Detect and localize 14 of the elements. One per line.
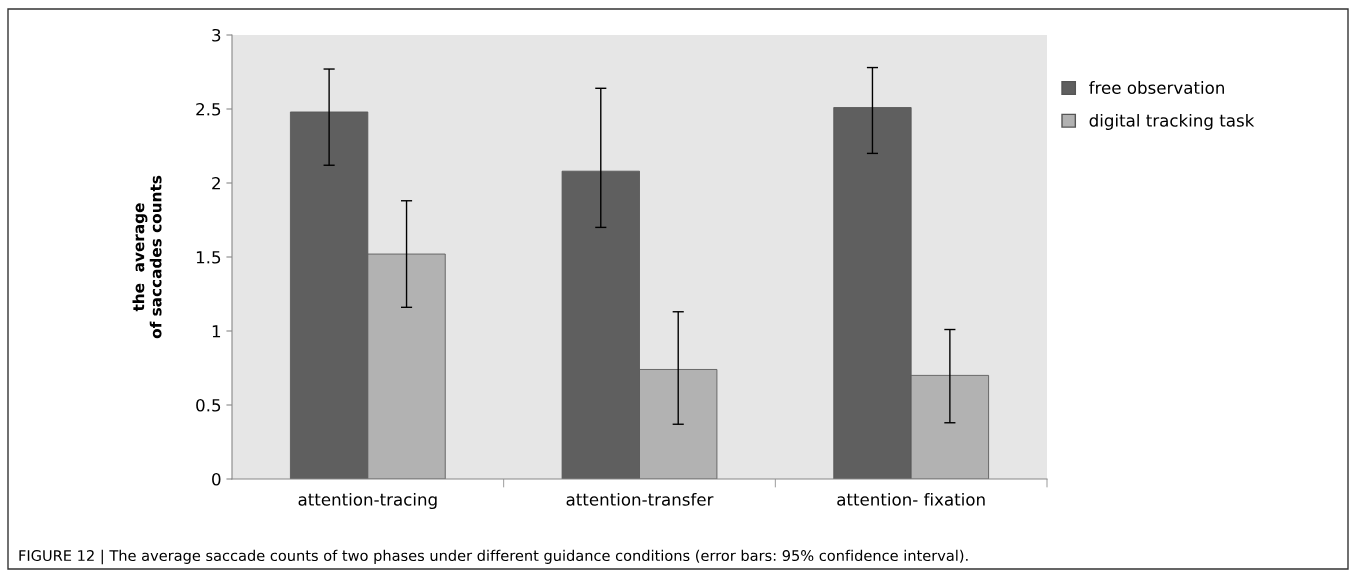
y-tick-label: 1	[212, 325, 221, 338]
legend-label: free observation	[1089, 81, 1224, 94]
y-tick-label: 3	[212, 28, 221, 42]
x-tick-label: attention-transfer	[566, 492, 714, 506]
y-tick-label: 2.5	[196, 102, 221, 116]
y-tick-label: 0.5	[196, 398, 221, 412]
x-tick-label: attention- fixation	[837, 492, 985, 506]
y-tick-label: 0	[212, 472, 221, 486]
caption: FIGURE 12 | The average saccade counts of two phases under different guidance conditions (error bars: 95% confidence interval).	[19, 549, 968, 565]
x-tick-label: attention-tracing	[298, 492, 437, 510]
y-tick-label: 2	[212, 176, 220, 190]
y-axis-title: the average of saccades counts	[132, 175, 162, 339]
legend-label: digital tracking task	[1089, 113, 1255, 131]
y-tick-label: 1.5	[196, 251, 221, 264]
